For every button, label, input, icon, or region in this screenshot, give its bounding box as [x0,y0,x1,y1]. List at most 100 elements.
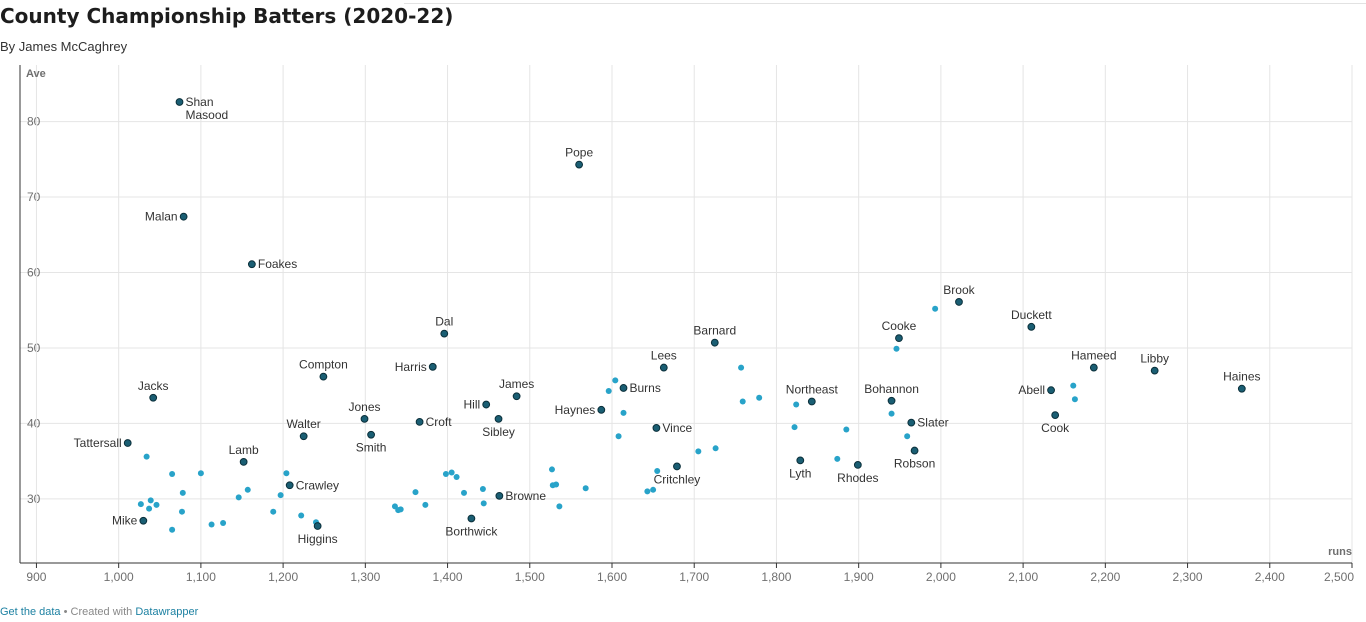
scatter-point[interactable] [146,505,153,512]
scatter-point[interactable] [208,521,215,528]
scatter-point[interactable] [644,488,651,495]
scatter-point[interactable] [650,486,657,493]
labeled-point[interactable] [139,516,148,525]
labeled-point[interactable] [123,439,132,447]
scatter-point[interactable] [442,470,449,477]
datawrapper-link[interactable]: Datawrapper [135,606,199,618]
scatter-point[interactable] [169,526,176,533]
scatter-point[interactable] [556,503,563,510]
scatter-point[interactable] [756,394,763,401]
scatter-point[interactable] [422,501,429,508]
scatter-point[interactable] [843,426,850,433]
labeled-point[interactable] [313,522,322,530]
x-tick-label: 2,000 [926,570,956,584]
labeled-point[interactable] [1089,363,1098,372]
labeled-point[interactable] [285,481,294,490]
x-tick-label: 2,200 [1090,570,1120,584]
scatter-point[interactable] [548,466,555,473]
labeled-point[interactable] [807,397,816,406]
scatter-point[interactable] [169,470,176,477]
labeled-point[interactable] [247,260,256,269]
scatter-point[interactable] [582,485,589,492]
labeled-point[interactable] [149,393,158,402]
labeled-point[interactable] [619,384,628,392]
scatter-point[interactable] [1071,396,1078,403]
labeled-point[interactable] [239,457,248,466]
scatter-point[interactable] [888,410,895,417]
scatter-point[interactable] [791,424,798,431]
labeled-point[interactable] [887,396,896,405]
labeled-point[interactable] [652,424,661,432]
scatter-point[interactable] [412,489,419,496]
scatter-point[interactable] [220,520,227,527]
labeled-point[interactable] [360,414,369,423]
scatter-point[interactable] [461,489,467,496]
scatter-point[interactable] [143,453,150,460]
scatter-point[interactable] [197,470,204,477]
labeled-point[interactable] [1047,386,1055,395]
scatter-point[interactable] [147,497,154,504]
scatter-point[interactable] [453,473,460,480]
labeled-point[interactable] [597,405,606,414]
labeled-point[interactable] [367,430,375,439]
labeled-point[interactable] [907,418,916,427]
labeled-point[interactable] [1237,384,1246,393]
scatter-point[interactable] [834,455,841,462]
labeled-point[interactable] [955,298,963,306]
labeled-point[interactable] [1027,322,1036,331]
scatter-point[interactable] [553,481,560,488]
scatter-point[interactable] [480,500,487,507]
scatter-point[interactable] [178,508,185,515]
get-the-data-link[interactable]: Get the data [0,606,61,618]
scatter-point[interactable] [397,506,404,513]
scatter-point[interactable] [1070,382,1077,389]
scatter-point[interactable] [615,433,622,440]
labeled-point[interactable] [179,212,188,221]
scatter-point[interactable] [179,489,186,496]
scatter-point[interactable] [244,486,251,493]
scatter-point[interactable] [738,364,745,371]
labeled-point[interactable] [467,514,476,523]
labeled-point[interactable] [1150,366,1159,375]
scatter-point[interactable] [893,345,900,352]
scatter-point[interactable] [270,508,277,515]
labeled-point[interactable] [494,414,503,423]
scatter-point[interactable] [137,501,144,508]
labeled-point[interactable] [440,329,449,338]
labeled-point[interactable] [710,338,719,347]
scatter-point[interactable] [153,501,160,508]
labeled-point[interactable] [853,461,862,469]
scatter-point[interactable] [793,401,800,408]
labeled-point[interactable] [299,432,308,441]
scatter-point[interactable] [283,470,290,477]
labeled-point[interactable] [910,446,919,455]
scatter-point[interactable] [932,305,939,312]
labeled-point[interactable] [659,363,668,372]
labeled-point[interactable] [512,392,521,401]
labeled-point[interactable] [895,334,903,343]
labeled-point[interactable] [796,456,805,465]
scatter-point[interactable] [695,448,702,455]
labeled-point[interactable] [175,98,184,106]
labeled-point[interactable] [673,462,681,471]
labeled-point[interactable] [575,160,584,169]
scatter-point[interactable] [612,377,619,384]
labeled-point[interactable] [1051,411,1060,420]
scatter-point[interactable] [479,486,486,493]
scatter-point[interactable] [235,494,242,501]
scatter-point[interactable] [605,387,612,394]
labeled-point[interactable] [482,400,491,409]
scatter-point[interactable] [277,492,284,499]
scatter-point[interactable] [654,467,661,474]
scatter-point[interactable] [298,512,305,519]
x-tick-label: 1,400 [433,570,463,584]
labeled-point[interactable] [495,491,504,500]
scatter-point[interactable] [739,398,746,405]
labeled-point[interactable] [415,418,424,426]
scatter-point[interactable] [712,445,719,452]
scatter-point[interactable] [448,469,455,476]
scatter-point[interactable] [620,409,627,416]
labeled-point[interactable] [319,372,328,381]
labeled-point[interactable] [428,362,437,371]
scatter-point[interactable] [904,433,911,440]
